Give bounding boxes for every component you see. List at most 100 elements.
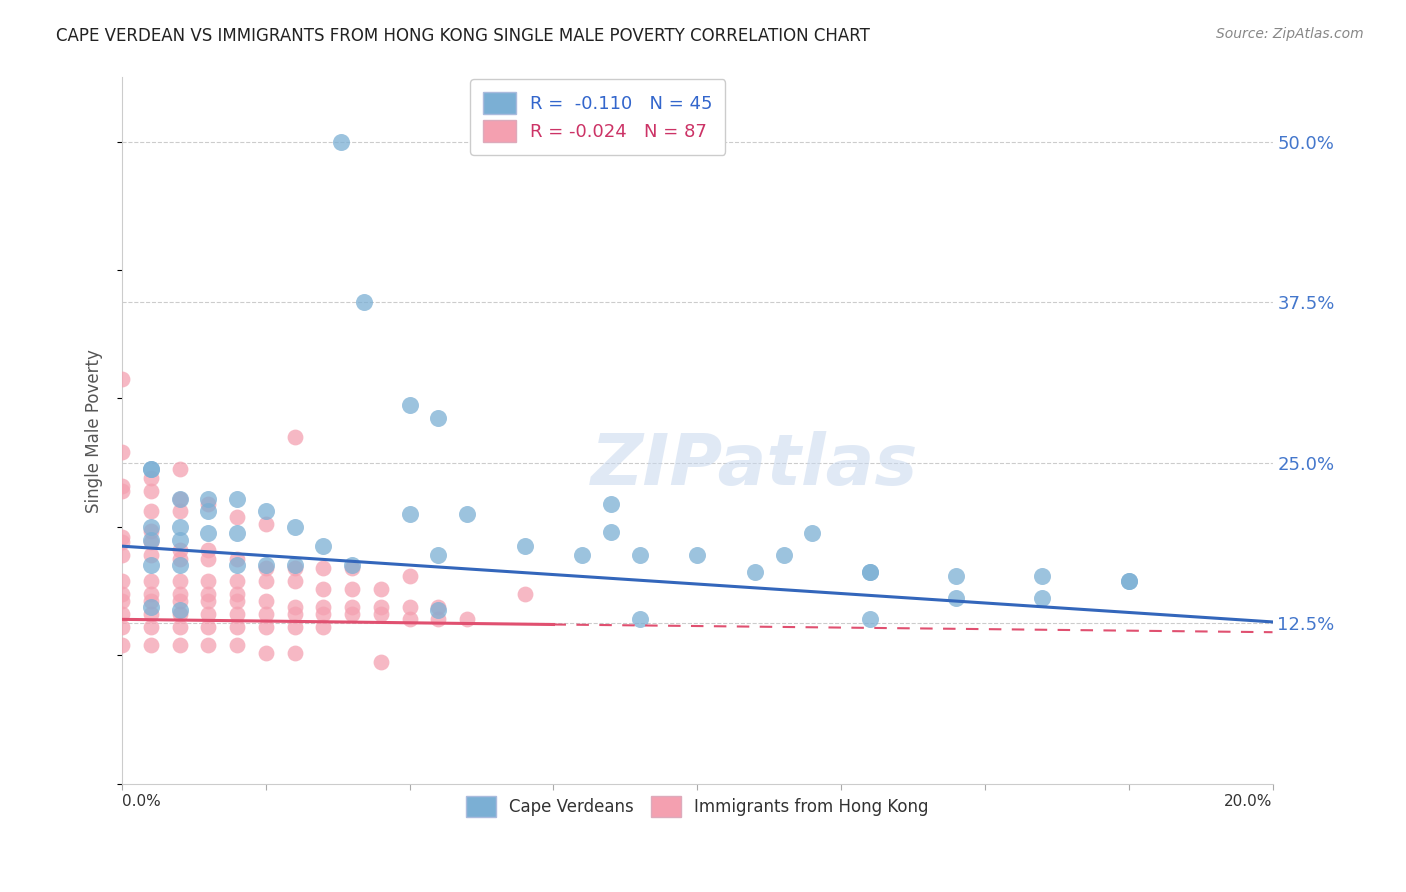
Point <box>111 483 134 498</box>
Point <box>139 533 162 547</box>
Text: 0.0%: 0.0% <box>122 794 160 809</box>
Point <box>628 612 651 626</box>
Point <box>284 430 307 444</box>
Point <box>169 558 191 573</box>
Point <box>859 612 882 626</box>
Point <box>111 445 134 459</box>
Point <box>111 548 134 562</box>
Point <box>284 599 307 614</box>
Point <box>1031 568 1053 582</box>
Point <box>197 594 219 608</box>
Point <box>427 548 450 562</box>
Point <box>284 574 307 588</box>
Point <box>169 462 191 476</box>
Point <box>197 552 219 566</box>
Point <box>139 524 162 538</box>
Point <box>169 603 191 617</box>
Point <box>254 504 277 518</box>
Text: ZIPatlas: ZIPatlas <box>591 432 918 500</box>
Point <box>254 558 277 573</box>
Point <box>370 607 392 622</box>
Point <box>111 574 134 588</box>
Point <box>226 638 249 652</box>
Point <box>111 372 134 386</box>
Point <box>284 520 307 534</box>
Point <box>197 607 219 622</box>
Point <box>254 607 277 622</box>
Point <box>197 497 219 511</box>
Point <box>111 620 134 634</box>
Point <box>1118 574 1140 588</box>
Point <box>427 599 450 614</box>
Point <box>456 612 478 626</box>
Point <box>312 539 335 553</box>
Point <box>169 594 191 608</box>
Point <box>340 561 363 575</box>
Point <box>340 607 363 622</box>
Point <box>340 558 363 573</box>
Point <box>139 638 162 652</box>
Point <box>226 526 249 541</box>
Point <box>226 620 249 634</box>
Point <box>284 561 307 575</box>
Point <box>169 574 191 588</box>
Point <box>139 504 162 518</box>
Point <box>169 638 191 652</box>
Point <box>628 548 651 562</box>
Point <box>139 483 162 498</box>
Point <box>1031 591 1053 605</box>
Point <box>169 620 191 634</box>
Point <box>340 599 363 614</box>
Point <box>111 530 134 544</box>
Point <box>312 607 335 622</box>
Point <box>139 599 162 614</box>
Point <box>513 539 536 553</box>
Point <box>398 507 420 521</box>
Point <box>284 646 307 660</box>
Point <box>801 526 824 541</box>
Point <box>772 548 794 562</box>
Point <box>945 568 967 582</box>
Point <box>226 509 249 524</box>
Point <box>111 479 134 493</box>
Text: Source: ZipAtlas.com: Source: ZipAtlas.com <box>1216 27 1364 41</box>
Point <box>370 599 392 614</box>
Point <box>284 607 307 622</box>
Point <box>197 526 219 541</box>
Y-axis label: Single Male Poverty: Single Male Poverty <box>86 349 103 513</box>
Point <box>353 295 375 310</box>
Point <box>139 535 162 549</box>
Point <box>169 491 191 506</box>
Point <box>226 552 249 566</box>
Point <box>226 594 249 608</box>
Point <box>254 561 277 575</box>
Point <box>139 520 162 534</box>
Point <box>197 504 219 518</box>
Point <box>197 491 219 506</box>
Point <box>169 543 191 558</box>
Point <box>254 517 277 532</box>
Point <box>169 587 191 601</box>
Text: 20.0%: 20.0% <box>1225 794 1272 809</box>
Point <box>226 574 249 588</box>
Point <box>111 594 134 608</box>
Point <box>456 507 478 521</box>
Point <box>197 543 219 558</box>
Point <box>427 603 450 617</box>
Point <box>744 565 766 579</box>
Point <box>169 504 191 518</box>
Text: CAPE VERDEAN VS IMMIGRANTS FROM HONG KONG SINGLE MALE POVERTY CORRELATION CHART: CAPE VERDEAN VS IMMIGRANTS FROM HONG KON… <box>56 27 870 45</box>
Point <box>340 582 363 596</box>
Point <box>312 582 335 596</box>
Point <box>254 574 277 588</box>
Point <box>600 497 623 511</box>
Point <box>169 533 191 547</box>
Point <box>139 462 162 476</box>
Point <box>427 612 450 626</box>
Point <box>139 548 162 562</box>
Point <box>169 520 191 534</box>
Point <box>139 594 162 608</box>
Point <box>226 558 249 573</box>
Point <box>859 565 882 579</box>
Point <box>139 620 162 634</box>
